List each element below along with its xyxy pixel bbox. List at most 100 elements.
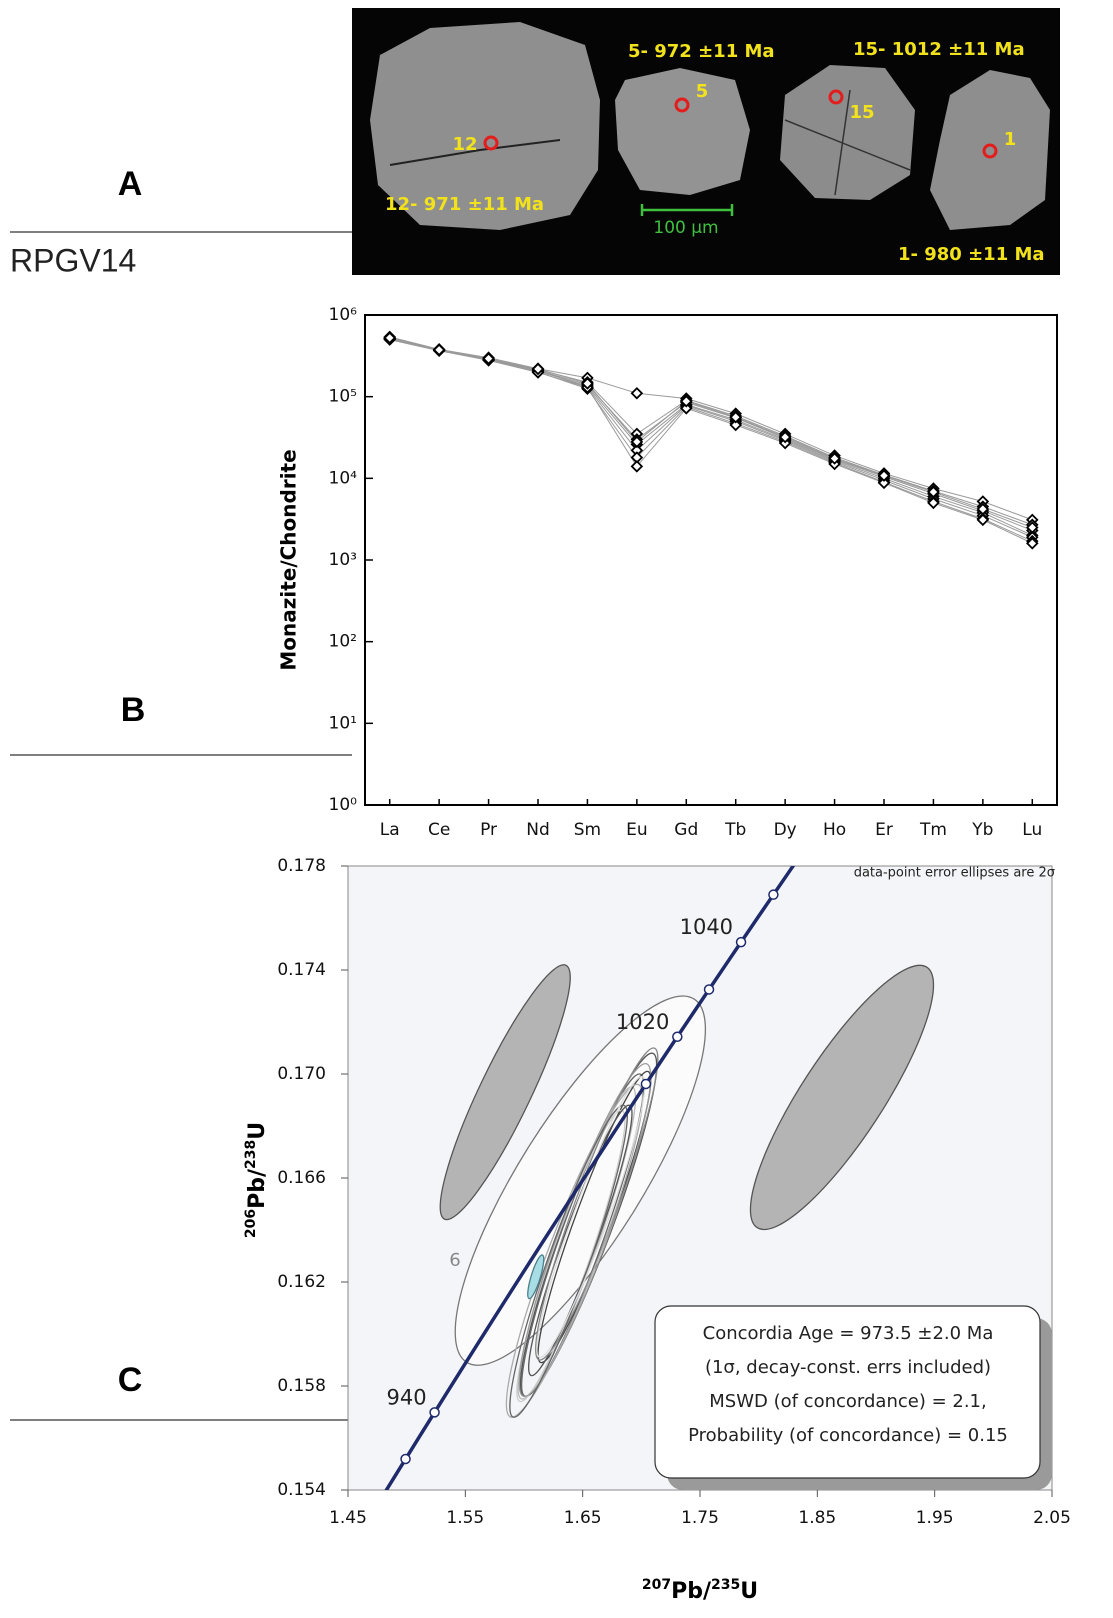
- marker: [630, 435, 644, 449]
- label-part: Pb/: [245, 1168, 270, 1209]
- grain: [615, 68, 750, 195]
- scale-bar-label: 100 μm: [653, 218, 718, 238]
- label-part: 238: [243, 1140, 259, 1169]
- label-part: 207: [642, 1577, 671, 1593]
- spot-label: 12: [452, 134, 477, 155]
- marker: [828, 452, 841, 465]
- y-tick-label: 10³: [329, 550, 357, 570]
- age-label: 15- 1012 ±11 Ma: [853, 39, 1025, 60]
- marker: [482, 352, 495, 365]
- x-tick-label: Sm: [574, 820, 601, 840]
- x-tick-label: 1.55: [446, 1508, 484, 1528]
- age-label: 1020: [616, 1010, 669, 1034]
- y-tick-label: 0.158: [277, 1376, 326, 1396]
- scale-bar: [640, 204, 734, 216]
- x-tick-label: Nd: [526, 820, 550, 840]
- grain: [370, 22, 600, 230]
- y-tick-label: 0.170: [277, 1064, 326, 1084]
- marker: [581, 377, 594, 390]
- error-ellipse: [749, 964, 935, 1231]
- x-tick-label: Er: [875, 820, 893, 840]
- age-label: 1- 980 ±11 Ma: [898, 244, 1045, 265]
- y-axis-label: Monazite/Chondrite: [277, 449, 301, 670]
- x-tick-label: Gd: [674, 820, 698, 840]
- x-tick-label: Yb: [971, 820, 993, 840]
- concordia-age-ellipse: [527, 1254, 545, 1300]
- age-tick: [768, 889, 779, 900]
- bse-image: 12 5 15 1 12- 971 ±11 Ma 5- 972 ±11 Ma 1…: [352, 8, 1060, 275]
- marker: [630, 460, 644, 473]
- x-tick-label: Tb: [724, 820, 746, 840]
- age-tick: [703, 984, 715, 995]
- y-axis-label: 206Pb/238U: [243, 1122, 270, 1238]
- result-text: (1σ, decay-const. errs included): [705, 1357, 991, 1378]
- y-tick-label: 0.166: [277, 1168, 326, 1188]
- label-part: 206: [243, 1209, 259, 1238]
- marker: [630, 451, 644, 464]
- y-tick-label: 10⁶: [329, 305, 358, 325]
- error-ellipse: [505, 1083, 644, 1418]
- spot: [674, 97, 690, 113]
- x-tick-label: 1.95: [916, 1508, 954, 1528]
- age-tick: [672, 1031, 683, 1043]
- result-text: MSWD (of concordance) = 2.1,: [709, 1391, 986, 1412]
- marker: [680, 394, 693, 408]
- marker: [1026, 537, 1039, 550]
- spot-label: 5: [696, 81, 709, 102]
- crack: [389, 139, 561, 166]
- y-tick-label: 0.154: [277, 1480, 326, 1500]
- y-tick-label: 10⁵: [329, 387, 357, 407]
- x-tick-label: Pr: [480, 820, 497, 840]
- y-tick-label: 10¹: [329, 713, 357, 733]
- x-tick-label: Lu: [1022, 820, 1042, 840]
- error-ellipse: [535, 1047, 659, 1361]
- y-tick-label: 0.162: [277, 1272, 326, 1292]
- marker: [976, 513, 990, 527]
- marker: [531, 362, 545, 376]
- concordia-curve: [384, 866, 796, 1490]
- marker: [927, 485, 940, 499]
- x-tick-label: Ho: [823, 820, 846, 840]
- x-tick-label: 2.05: [1033, 1508, 1071, 1528]
- series-line: [389, 337, 1033, 538]
- result-text: Probability (of concordance) = 0.15: [688, 1425, 1008, 1446]
- error-ellipse: [536, 1075, 646, 1359]
- x-tick-label: Ce: [428, 820, 450, 840]
- marker: [976, 502, 990, 516]
- marker: [630, 387, 644, 400]
- error-ellipse: [439, 964, 571, 1221]
- x-tick-label: 1.75: [681, 1508, 719, 1528]
- sample-name: RPGV14: [10, 242, 136, 278]
- marker: [729, 410, 742, 424]
- marker: [778, 430, 792, 444]
- result-text: Concordia Age = 973.5 ±2.0 Ma: [703, 1323, 994, 1344]
- x-tick-label: 1.65: [564, 1508, 602, 1528]
- spot-label: 15: [849, 102, 874, 123]
- spot-label: 1: [1004, 129, 1017, 150]
- label-part: U: [740, 1579, 758, 1604]
- spot: [828, 89, 844, 105]
- marker: [383, 331, 396, 345]
- series-line: [389, 336, 1033, 521]
- spot: [483, 135, 499, 151]
- panel-label: B: [121, 691, 146, 729]
- error-ellipse: [509, 1104, 628, 1418]
- age-label: 940: [386, 1385, 426, 1409]
- grain: [930, 70, 1050, 230]
- x-tick-label: 1.45: [329, 1508, 367, 1528]
- label-part: 235: [711, 1577, 740, 1593]
- series-line: [389, 338, 1033, 542]
- age-tick: [735, 936, 747, 948]
- y-tick-label: 0.178: [277, 856, 326, 876]
- label-part: U: [245, 1122, 270, 1140]
- result-box: [654, 1305, 1041, 1479]
- ellipse-label: 9: [449, 1248, 460, 1269]
- y-tick-label: 10⁰: [329, 795, 358, 815]
- age-label: 1040: [680, 915, 733, 939]
- note: data-point error ellipses are 2σ: [854, 866, 1055, 881]
- age-tick: [400, 1453, 411, 1465]
- x-tick-label: La: [380, 820, 400, 840]
- x-tick-label: 1.85: [798, 1508, 836, 1528]
- plot-area: [384, 866, 935, 1490]
- y-tick-label: 10⁴: [329, 468, 358, 488]
